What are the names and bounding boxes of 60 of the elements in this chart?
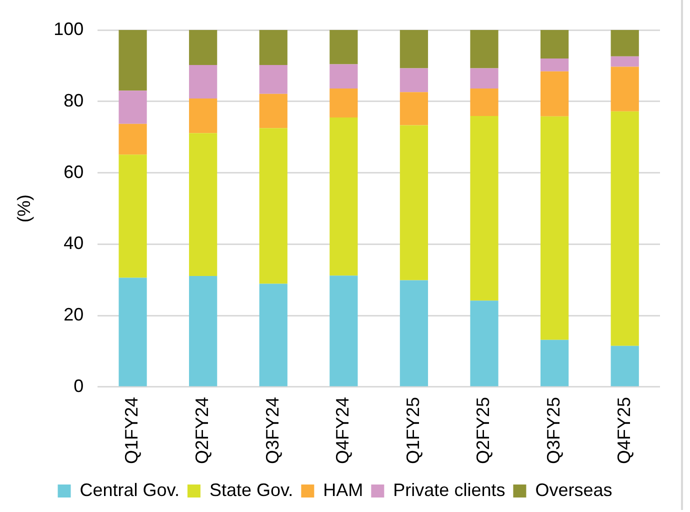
x-tick-label: Q4FY24: [332, 396, 353, 464]
legend-label: Central Gov.: [80, 480, 180, 500]
bar: [259, 128, 288, 284]
bar: [400, 92, 428, 126]
legend-label: Overseas: [535, 480, 612, 500]
x-tick-label: Q1FY24: [122, 396, 142, 464]
bar: [330, 117, 358, 276]
bar: [189, 133, 218, 276]
bar: [610, 56, 639, 67]
bar: [540, 340, 569, 386]
y-tick-label: 80: [64, 90, 84, 110]
bar: [118, 124, 147, 155]
bar: [400, 125, 428, 280]
bar: [540, 71, 569, 116]
x-tick-label: Q1FY25: [402, 396, 423, 464]
bar: [330, 276, 358, 386]
bar: [118, 154, 147, 278]
bar: [189, 64, 218, 99]
y-tick-label: 60: [64, 162, 84, 182]
bar: [470, 116, 498, 301]
bar: [189, 30, 218, 65]
bar: [470, 88, 498, 116]
bar: [118, 30, 147, 91]
bar: [470, 300, 498, 386]
bar: [610, 111, 639, 346]
bar: [118, 90, 147, 124]
bar: [610, 30, 639, 56]
bar: [330, 88, 358, 118]
bar: [540, 30, 569, 59]
bar: [470, 68, 498, 89]
bar: [400, 280, 428, 386]
bar: [540, 58, 569, 72]
x-tick-label: Q3FY24: [262, 396, 282, 464]
x-tick-label: Q4FY25: [614, 396, 634, 464]
y-tick-label: 20: [64, 304, 84, 325]
legend-label: Private clients: [393, 480, 506, 500]
bar: [189, 276, 218, 386]
bar: [330, 64, 358, 89]
x-tick-label: Q2FY25: [473, 396, 494, 464]
bar: [118, 278, 147, 386]
y-tick-label: 40: [64, 233, 84, 254]
y-tick-label: 100: [54, 18, 84, 39]
x-tick-label: Q2FY24: [192, 396, 212, 464]
bar: [330, 30, 358, 64]
x-tick-label: Q3FY25: [544, 396, 564, 464]
bar: [470, 30, 498, 68]
bar: [610, 346, 639, 386]
bar: [259, 94, 288, 128]
legend-label: HAM: [323, 480, 364, 500]
y-axis-title: (%): [14, 194, 34, 222]
bar: [259, 64, 288, 94]
bar: [259, 284, 288, 386]
y-tick-label: 0: [74, 376, 84, 396]
bar: [400, 30, 428, 68]
legend-label: State Gov.: [209, 480, 294, 500]
bar: [610, 66, 639, 112]
bar: [189, 98, 218, 134]
bar: [400, 68, 428, 92]
bar: [540, 116, 569, 340]
bar: [259, 30, 288, 65]
